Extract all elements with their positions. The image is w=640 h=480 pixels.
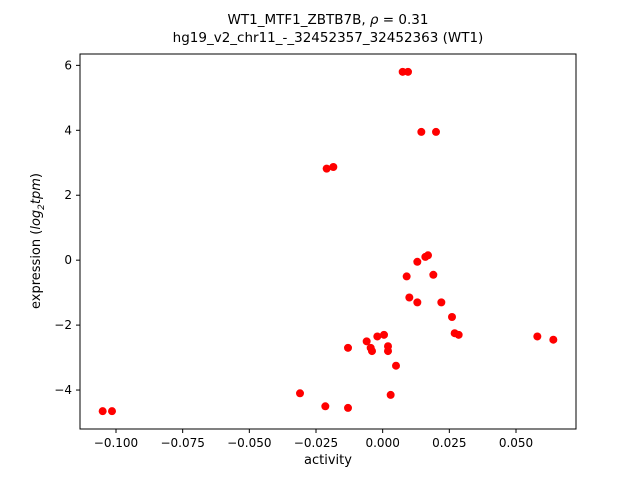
scatter-point	[98, 407, 107, 416]
x-axis-label: activity	[304, 453, 352, 468]
rho-symbol: ρ	[369, 12, 379, 28]
plot-border	[79, 53, 577, 430]
x-tick-label: 0.000	[365, 436, 399, 450]
scatter-point	[108, 407, 116, 416]
scatter-point	[437, 298, 446, 307]
chart-subtitle: hg19_v2_chr11_-_32452357_32452363 (WT1)	[172, 30, 484, 46]
scatter-point	[533, 332, 542, 341]
x-tick-label: −0.050	[227, 436, 271, 450]
y-tick-label: 2	[64, 188, 72, 202]
scatter-point	[454, 330, 463, 339]
scatter-point	[404, 67, 412, 76]
scatter-point	[413, 257, 422, 266]
scatter-point	[322, 164, 331, 173]
y-tick-label: −2	[54, 318, 72, 332]
scatter-point	[296, 389, 304, 398]
scatter-point	[384, 347, 392, 356]
scatter-point	[362, 337, 371, 346]
scatter-point	[321, 402, 330, 411]
scatter-point	[402, 272, 411, 281]
scatter-point	[368, 347, 376, 356]
x-tick-label: −0.075	[160, 436, 204, 450]
scatter-point	[429, 270, 438, 279]
y-tick-label: −4	[54, 383, 72, 397]
scatter-point	[424, 251, 432, 260]
scatter-point	[344, 343, 352, 352]
scatter-point	[417, 127, 426, 136]
x-tick-label: 0.050	[499, 436, 533, 450]
x-tick-label: −0.025	[294, 436, 338, 450]
chart-title-suffix: = 0.31	[378, 12, 429, 28]
scatter-point	[392, 361, 400, 370]
scatter-point	[373, 332, 382, 341]
x-tick-label: 0.025	[432, 436, 466, 450]
scatter-point	[549, 335, 558, 344]
scatter-point	[344, 403, 352, 412]
chart-title: WT1_MTF1_ZBTB7B, ρ = 0.31	[228, 12, 429, 28]
scatter-point	[380, 330, 388, 339]
scatter-point	[329, 162, 338, 171]
scatter-point	[432, 127, 440, 136]
y-tick-label: 0	[64, 253, 72, 267]
scatter-point	[448, 312, 456, 321]
x-tick-label: −0.100	[94, 436, 138, 450]
y-tick-label: 4	[64, 123, 72, 137]
y-tick-label: 6	[64, 58, 72, 72]
scatter-point	[386, 390, 395, 399]
scatter-point	[405, 293, 414, 302]
chart-title-prefix: WT1_MTF1_ZBTB7B,	[227, 12, 370, 28]
scatter-point	[413, 298, 422, 307]
